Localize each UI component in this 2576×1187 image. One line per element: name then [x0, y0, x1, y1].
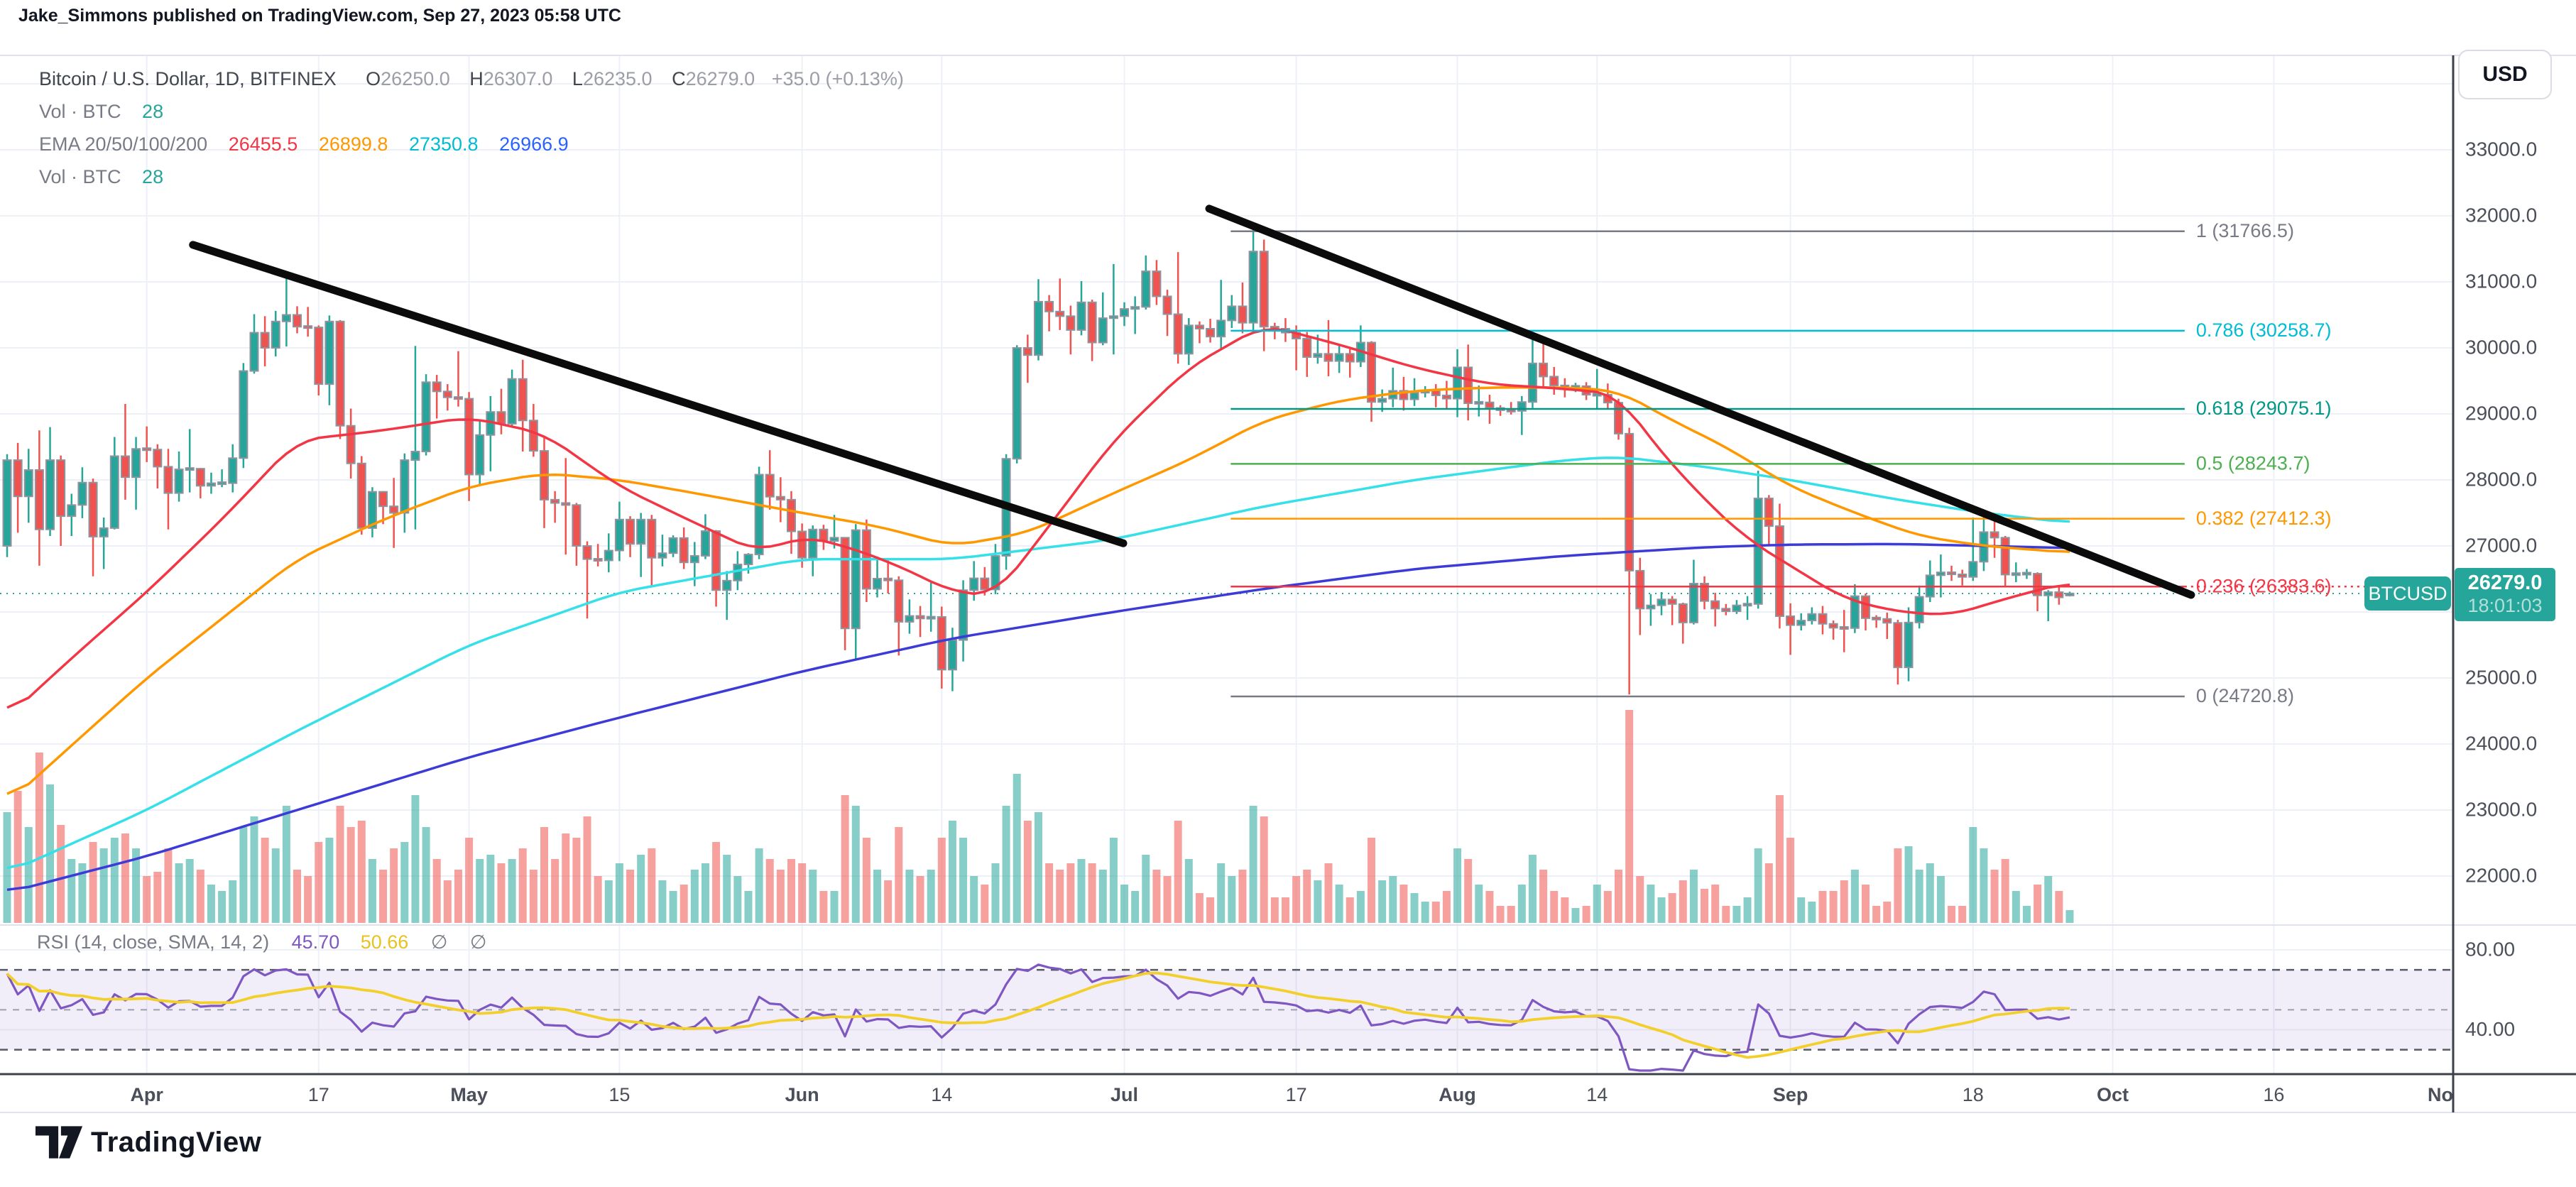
svg-text:28000.0: 28000.0: [2465, 468, 2537, 490]
ema-label: EMA 20/50/100/200: [39, 133, 208, 155]
trendline-2[interactable]: [1205, 204, 2195, 599]
rsi-pane: [0, 963, 2453, 1072]
svg-text:May: May: [450, 1084, 488, 1105]
volume-series: [3, 710, 2074, 923]
price-axis-labels: 33000.0 32000.0 31000.0 30000.0 29000.0 28000…: [2465, 138, 2537, 1040]
last-price-value: 26279.0: [2467, 571, 2543, 594]
svg-text:0.5 (28243.7): 0.5 (28243.7): [2196, 452, 2310, 474]
close-value: 26279.0: [685, 68, 755, 89]
svg-text:33000.0: 33000.0: [2465, 138, 2537, 160]
svg-text:27000.0: 27000.0: [2465, 534, 2537, 556]
rsi-legend-row: RSI (14, close, SMA, 14, 2) 45.70 50.66 …: [37, 931, 486, 953]
volume-label: Vol · BTC: [39, 101, 121, 122]
ema-legend-row: EMA 20/50/100/200 26455.5 26899.8 27350.…: [39, 133, 569, 155]
volume-label-2: Vol · BTC: [39, 166, 121, 187]
svg-text:0.236 (26383.6): 0.236 (26383.6): [2196, 575, 2332, 596]
rsi-ma-value: 50.66: [360, 931, 409, 953]
rsi-ma-line: [6, 971, 2070, 1059]
ema200-value: 26966.9: [499, 133, 569, 155]
volume-legend-row-2: Vol · BTC 28: [39, 166, 163, 188]
svg-text:17: 17: [308, 1084, 329, 1105]
svg-text:30000.0: 30000.0: [2465, 336, 2537, 358]
svg-text:40.00: 40.00: [2465, 1018, 2515, 1040]
svg-text:Apr: Apr: [130, 1084, 163, 1105]
rsi-line: [6, 963, 2070, 1072]
svg-text:22000.0: 22000.0: [2465, 864, 2537, 886]
svg-text:16: 16: [2263, 1084, 2284, 1105]
svg-text:Sep: Sep: [1773, 1084, 1808, 1105]
high-label: H: [469, 68, 484, 89]
grid-lines: [0, 55, 2453, 1074]
symbol-title: Bitcoin / U.S. Dollar, 1D, BITFINEX: [39, 68, 337, 89]
volume-legend-row: Vol · BTC 28: [39, 101, 163, 123]
svg-text:18: 18: [1963, 1084, 1984, 1105]
change-value: +35.0 (+0.13%): [771, 68, 904, 89]
svg-text:29000.0: 29000.0: [2465, 402, 2537, 424]
svg-text:32000.0: 32000.0: [2465, 204, 2537, 226]
byline: Jake_Simmons published on TradingView.co…: [18, 6, 621, 26]
rsi-empty-icon-1: ∅: [430, 931, 448, 953]
ema100-line: [6, 456, 2070, 870]
ema100-value: 27350.8: [408, 133, 479, 155]
open-label: O: [366, 68, 381, 89]
symbol-price-tag: BTCUSD: [2364, 576, 2451, 611]
svg-text:31000.0: 31000.0: [2465, 270, 2537, 292]
bar-countdown: 18:01:03: [2467, 595, 2543, 616]
symbol-legend-row: Bitcoin / U.S. Dollar, 1D, BITFINEX O262…: [39, 68, 904, 90]
low-value: 26235.0: [582, 68, 653, 89]
volume-value-2: 28: [142, 166, 164, 187]
svg-text:24000.0: 24000.0: [2465, 732, 2537, 754]
ema50-line: [6, 386, 2070, 795]
svg-text:Aug: Aug: [1439, 1084, 1475, 1105]
svg-text:1 (31766.5): 1 (31766.5): [2196, 220, 2294, 241]
svg-text:Jul: Jul: [1110, 1084, 1138, 1105]
time-axis-labels: Apr 17 May 15 Jun 14 Jul 17 Aug 14 Sep 18 Oct 16 Nov: [130, 1084, 2464, 1105]
svg-text:80.00: 80.00: [2465, 938, 2515, 960]
last-price-badge: 26279.0 18:01:03: [2455, 568, 2555, 621]
open-value: 26250.0: [381, 68, 450, 89]
rsi-empty-icon-2: ∅: [469, 931, 487, 953]
svg-text:Jun: Jun: [785, 1084, 819, 1105]
ema200-line: [6, 542, 2070, 892]
svg-text:0 (24720.8): 0 (24720.8): [2196, 685, 2294, 706]
svg-text:17: 17: [1286, 1084, 1307, 1105]
volume-value: 28: [142, 101, 164, 122]
svg-text:15: 15: [608, 1084, 630, 1105]
high-value: 26307.0: [483, 68, 553, 89]
svg-text:0.786 (30258.7): 0.786 (30258.7): [2196, 319, 2332, 341]
svg-text:25000.0: 25000.0: [2465, 666, 2537, 688]
ema20-value: 26455.5: [228, 133, 298, 155]
rsi-value: 45.70: [291, 931, 340, 953]
tradingview-logo-text: TradingView: [91, 1126, 262, 1158]
tradingview-mark-icon: [36, 1126, 83, 1159]
fib-retracement: 1 (31766.5) 0.786 (30258.7) 0.618 (29075.1…: [1230, 220, 2453, 706]
svg-text:Nov: Nov: [2428, 1084, 2464, 1105]
svg-text:0.618 (29075.1): 0.618 (29075.1): [2196, 398, 2332, 419]
svg-text:0.382 (27412.3): 0.382 (27412.3): [2196, 508, 2332, 529]
rsi-label: RSI (14, close, SMA, 14, 2): [37, 931, 270, 953]
tradingview-logo[interactable]: TradingView: [36, 1125, 261, 1160]
ema50-value: 26899.8: [318, 133, 388, 155]
svg-text:23000.0: 23000.0: [2465, 798, 2537, 820]
svg-text:14: 14: [931, 1084, 952, 1105]
pane-frame: [0, 55, 2576, 1113]
low-label: L: [572, 68, 583, 89]
close-label: C: [672, 68, 686, 89]
trendline-1[interactable]: [189, 241, 1128, 547]
currency-toggle-button[interactable]: USD: [2458, 50, 2552, 99]
svg-text:Oct: Oct: [2097, 1084, 2129, 1105]
svg-text:14: 14: [1586, 1084, 1608, 1105]
